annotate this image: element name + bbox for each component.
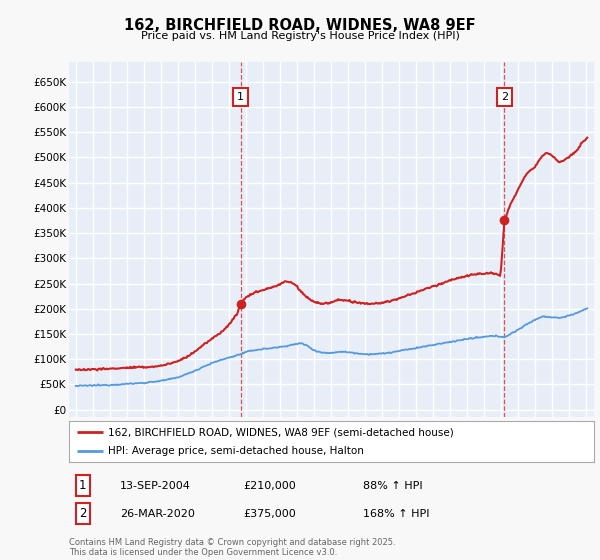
Text: 2: 2 [501,92,508,102]
Text: 2: 2 [79,507,86,520]
Text: HPI: Average price, semi-detached house, Halton: HPI: Average price, semi-detached house,… [109,446,364,456]
Text: 26-MAR-2020: 26-MAR-2020 [120,508,195,519]
Text: 88% ↑ HPI: 88% ↑ HPI [363,480,422,491]
Text: 162, BIRCHFIELD ROAD, WIDNES, WA8 9EF (semi-detached house): 162, BIRCHFIELD ROAD, WIDNES, WA8 9EF (s… [109,427,454,437]
Text: 168% ↑ HPI: 168% ↑ HPI [363,508,430,519]
Text: £210,000: £210,000 [243,480,296,491]
Text: Contains HM Land Registry data © Crown copyright and database right 2025.
This d: Contains HM Land Registry data © Crown c… [69,538,395,557]
Text: 1: 1 [79,479,86,492]
Text: Price paid vs. HM Land Registry's House Price Index (HPI): Price paid vs. HM Land Registry's House … [140,31,460,41]
Text: £375,000: £375,000 [243,508,296,519]
Text: 13-SEP-2004: 13-SEP-2004 [120,480,191,491]
Text: 162, BIRCHFIELD ROAD, WIDNES, WA8 9EF: 162, BIRCHFIELD ROAD, WIDNES, WA8 9EF [124,18,476,33]
Text: 1: 1 [237,92,244,102]
